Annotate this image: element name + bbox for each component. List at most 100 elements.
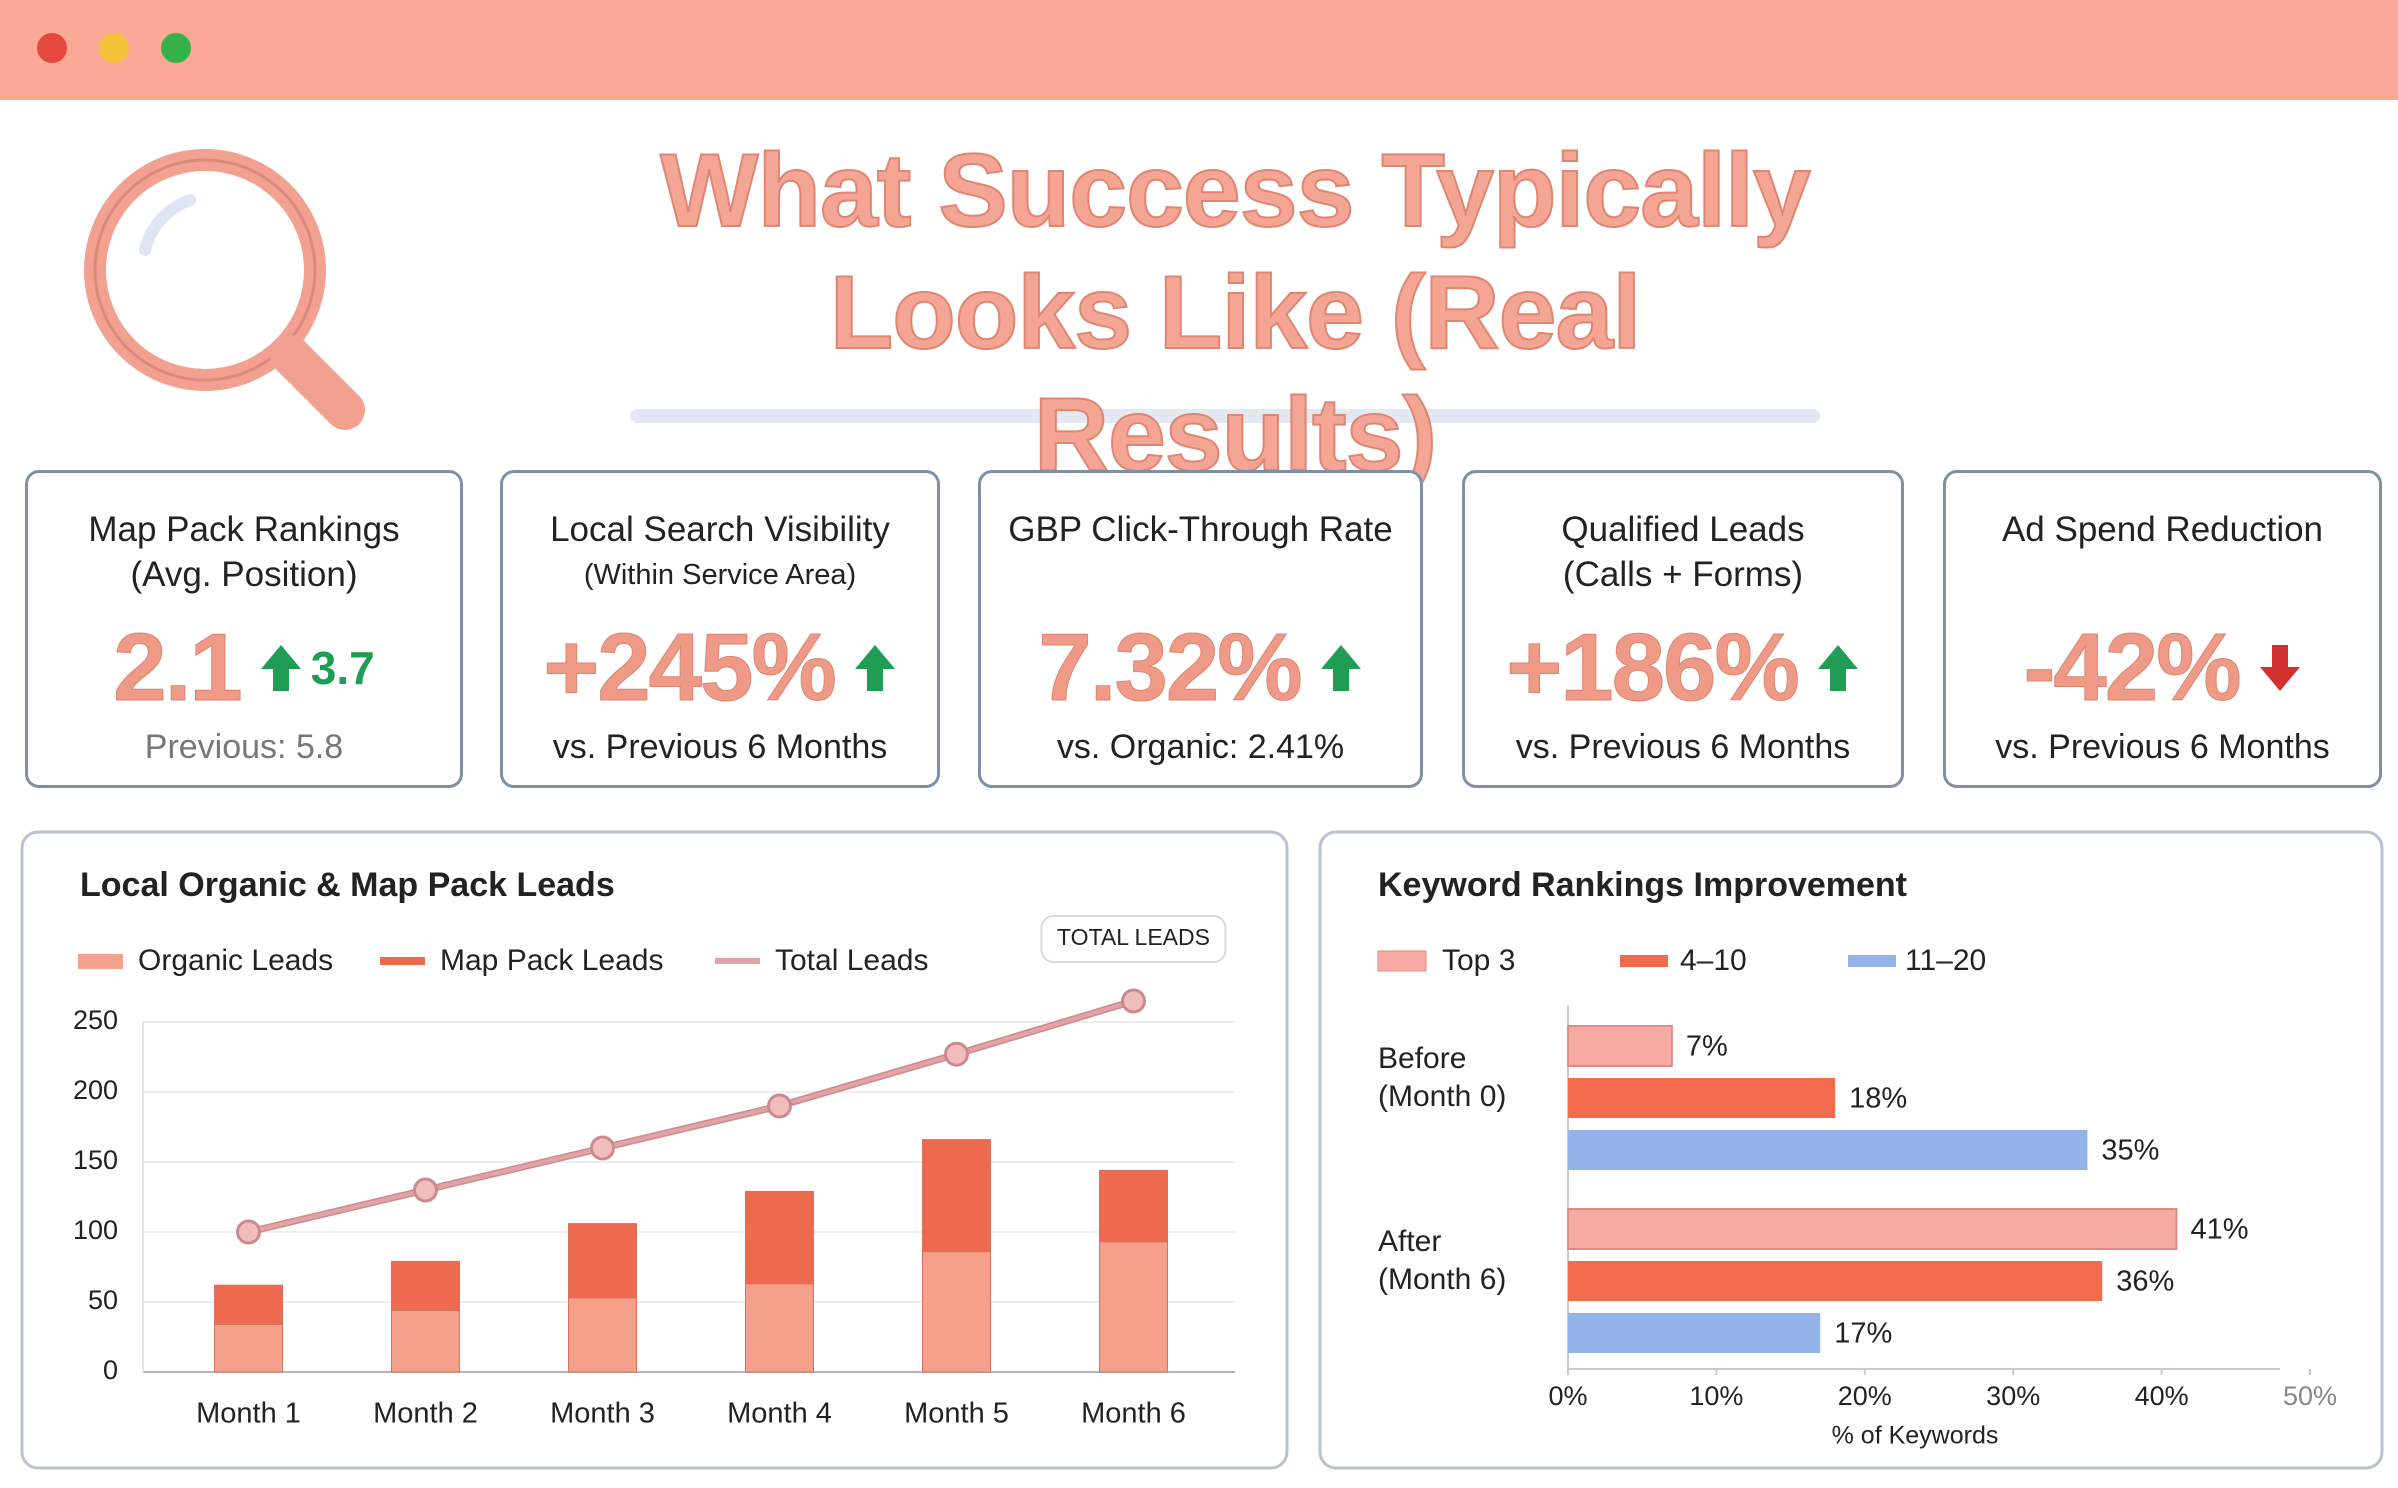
kpi-value-row: -42% (1946, 613, 2379, 723)
kpi-card: Map Pack Rankings (Avg. Position) 2.1 3.7 Pr… (25, 470, 463, 788)
arrow-shape (1817, 645, 1858, 691)
y-tick-label: 200 (73, 1075, 118, 1105)
kpi-value-row: +186% (1465, 613, 1901, 723)
bar (1568, 1078, 1836, 1118)
magnifier-icon (84, 149, 365, 430)
value-label: 41% (2190, 1214, 2248, 1246)
x-tick-label: Month 2 (373, 1398, 478, 1430)
bar (568, 1223, 637, 1299)
kpi-card: GBP Click-Through Rate 7.32% vs. Organic: … (978, 470, 1423, 788)
trend-arrow (1320, 645, 1361, 691)
kpi-value: +186% (1506, 614, 1801, 722)
kpi-note: vs. Previous 6 Months (1995, 728, 2330, 766)
kpi-note: vs. Previous 6 Months (552, 728, 888, 766)
kpi-title: Ad Spend Reduction (2001, 510, 2324, 549)
legend-swatch (78, 954, 123, 969)
kpi-card: Qualified Leads (Calls + Forms) +186% vs. P… (1462, 470, 1904, 788)
chart-title: Local Organic & Map Pack Leads (80, 866, 615, 904)
line-point (767, 1093, 792, 1119)
legend-label: Total Leads (775, 944, 928, 977)
bar (745, 1190, 814, 1285)
bar (391, 1260, 460, 1311)
legend-label: Organic Leads (138, 944, 333, 977)
x-tick-label: 0% (1548, 1381, 1587, 1411)
bar (1568, 1313, 1821, 1353)
x-tick-label: 50% (2283, 1381, 2337, 1411)
line (248, 999, 1135, 1234)
bar (1567, 1025, 1673, 1067)
bar (1568, 1130, 2088, 1170)
kpi-title: Qualified Leads (1561, 510, 1805, 549)
chart-title: Keyword Rankings Improvement (1378, 866, 1907, 904)
kpi-value: 2.1 (113, 614, 243, 722)
annotation-box (1040, 915, 1227, 963)
page-title: What Success Typically Looks Like (Real … (659, 132, 1811, 494)
kpi-change: 3.7 (310, 642, 375, 694)
arrow-shape (260, 645, 301, 691)
trend-arrow (854, 645, 895, 691)
kpi-note: Previous: 5.8 (144, 728, 344, 766)
x-tick-label: 30% (1986, 1381, 2040, 1411)
title-bar (0, 0, 2398, 100)
legend-label: 4–10 (1680, 944, 1747, 977)
minimize-button[interactable] (99, 33, 129, 63)
annotation: TOTAL LEADS (1057, 924, 1210, 950)
bar (1099, 1169, 1168, 1243)
kpi-title: Local Search Visibility (550, 510, 890, 549)
legend-swatch (380, 957, 425, 965)
x-tick-label: Month 3 (550, 1398, 655, 1430)
value-label: 35% (2101, 1135, 2159, 1167)
bar (391, 1309, 460, 1373)
maximize-button[interactable] (161, 33, 191, 63)
close-button[interactable] (37, 33, 67, 63)
kpi-card: Local Search Visibility (Within Service A… (500, 470, 940, 788)
bar (922, 1139, 991, 1253)
y-tick-label: 250 (73, 1005, 118, 1035)
value-label: 18% (1849, 1083, 1907, 1115)
y-tick-label: 50 (88, 1285, 118, 1315)
x-tick-label: Month 5 (904, 1398, 1009, 1430)
kpi-note: vs. Organic: 2.41% (1056, 728, 1345, 766)
category-label: Before (Month 0) (1378, 1042, 1507, 1113)
x-tick-label: 40% (2135, 1381, 2189, 1411)
kpi-value: -42% (2023, 614, 2242, 722)
line-point (236, 1219, 261, 1245)
value-label: 7% (1686, 1031, 1728, 1063)
arrow-shape (1320, 645, 1361, 691)
legend-swatch (1377, 950, 1427, 972)
kpi-card: Ad Spend Reduction -42% vs. Previous 6 Mon… (1943, 470, 2382, 788)
kpi-subtitle: (Calls + Forms) (1562, 555, 1804, 594)
legend-swatch (1620, 955, 1668, 967)
y-tick-label: 100 (73, 1215, 118, 1245)
trend-arrow (1817, 645, 1858, 691)
y-tick-label: 150 (73, 1145, 118, 1175)
bar (214, 1284, 283, 1325)
arrow-shape (2259, 645, 2300, 691)
legend-swatch (1848, 955, 1896, 967)
bar (922, 1251, 991, 1373)
bar (745, 1283, 814, 1373)
bar (1567, 1208, 2178, 1250)
trend-arrow (2259, 645, 2300, 691)
title-underline (630, 409, 1820, 423)
line-point (944, 1041, 969, 1067)
line-point (1121, 988, 1146, 1014)
kpi-title: GBP Click-Through Rate (1008, 510, 1393, 549)
bar (214, 1323, 283, 1373)
x-tick-label: 10% (1689, 1381, 1743, 1411)
legend-label: 11–20 (1905, 944, 1986, 977)
line-point (590, 1135, 615, 1161)
x-axis-label: % of Keywords (1832, 1422, 1999, 1450)
x-tick-label: Month 6 (1081, 1398, 1186, 1430)
arrow-shape (854, 645, 895, 691)
trend-arrow (260, 645, 301, 691)
x-tick-label: Month 1 (196, 1398, 301, 1430)
kpi-subtitle: (Within Service Area) (583, 559, 857, 591)
category-label: After (Month 6) (1378, 1225, 1507, 1296)
legend-label: Map Pack Leads (440, 944, 663, 977)
legend-label: Top 3 (1442, 944, 1515, 977)
x-tick-label: 20% (1838, 1381, 1892, 1411)
x-tick-label: Month 4 (727, 1398, 832, 1430)
kpi-subtitle: (Avg. Position) (130, 555, 358, 594)
